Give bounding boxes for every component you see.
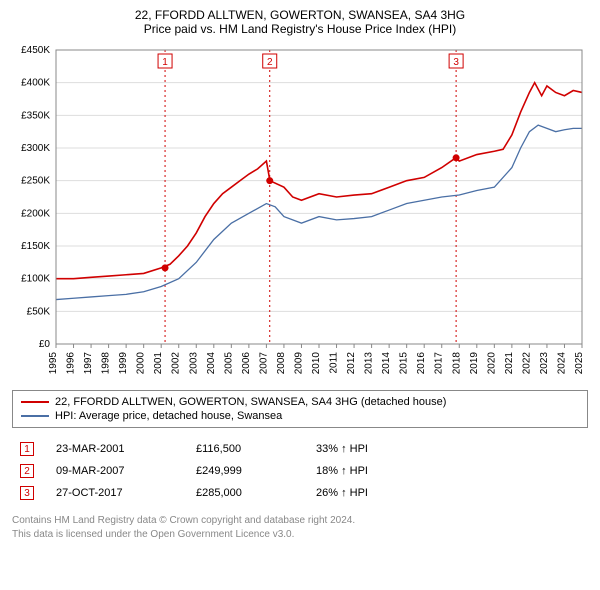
svg-text:2024: 2024 (556, 352, 567, 375)
transaction-price: £249,999 (196, 465, 316, 477)
svg-text:2008: 2008 (276, 352, 287, 375)
svg-text:£250K: £250K (21, 176, 50, 187)
svg-text:2020: 2020 (486, 352, 497, 375)
svg-text:£150K: £150K (21, 241, 50, 252)
svg-text:2004: 2004 (206, 352, 217, 375)
svg-text:2025: 2025 (574, 352, 585, 375)
transaction-marker: 2 (20, 464, 34, 478)
chart-area: £0 £50K £100K £150K £200K £250K £300K £350K £400… (12, 44, 588, 384)
svg-text:2022: 2022 (521, 352, 532, 375)
chart-title-line2: Price paid vs. HM Land Registry's House … (12, 22, 588, 36)
transactions-table: 1 23-MAR-2001 £116,500 33% ↑ HPI 2 09-MA… (12, 438, 588, 504)
transaction-marker: 1 (20, 442, 34, 456)
svg-text:2010: 2010 (311, 352, 322, 375)
transaction-delta: 33% ↑ HPI (316, 443, 416, 455)
svg-text:£300K: £300K (21, 143, 50, 154)
svg-text:2015: 2015 (399, 352, 410, 375)
legend-item: 22, FFORDD ALLTWEN, GOWERTON, SWANSEA, S… (21, 395, 579, 409)
svg-text:£100K: £100K (21, 274, 50, 285)
svg-text:2009: 2009 (293, 352, 304, 375)
transaction-date: 23-MAR-2001 (56, 443, 196, 455)
svg-text:1998: 1998 (101, 352, 112, 375)
attribution: Contains HM Land Registry data © Crown c… (12, 514, 588, 541)
svg-text:2017: 2017 (434, 352, 445, 375)
svg-text:1: 1 (162, 57, 168, 68)
transaction-delta: 26% ↑ HPI (316, 487, 416, 499)
svg-text:£200K: £200K (21, 208, 50, 219)
svg-text:2000: 2000 (136, 352, 147, 375)
legend-label: 22, FFORDD ALLTWEN, GOWERTON, SWANSEA, S… (55, 396, 446, 408)
svg-text:£450K: £450K (21, 45, 50, 56)
legend-label: HPI: Average price, detached house, Swan… (55, 410, 282, 422)
svg-text:2001: 2001 (153, 352, 164, 375)
transaction-row: 2 09-MAR-2007 £249,999 18% ↑ HPI (12, 460, 588, 482)
attribution-line: Contains HM Land Registry data © Crown c… (12, 514, 588, 528)
svg-text:2: 2 (267, 57, 273, 68)
svg-text:2013: 2013 (364, 352, 375, 375)
svg-text:£350K: £350K (21, 110, 50, 121)
transaction-delta: 18% ↑ HPI (316, 465, 416, 477)
attribution-line: This data is licensed under the Open Gov… (12, 528, 588, 542)
svg-text:2007: 2007 (258, 352, 269, 375)
svg-text:2014: 2014 (381, 352, 392, 375)
svg-text:1996: 1996 (66, 352, 77, 375)
transaction-date: 09-MAR-2007 (56, 465, 196, 477)
chart-title-line1: 22, FFORDD ALLTWEN, GOWERTON, SWANSEA, S… (12, 8, 588, 22)
svg-text:£50K: £50K (27, 306, 51, 317)
svg-text:1997: 1997 (83, 352, 94, 375)
svg-text:2023: 2023 (539, 352, 550, 375)
transaction-row: 1 23-MAR-2001 £116,500 33% ↑ HPI (12, 438, 588, 460)
svg-text:2012: 2012 (346, 352, 357, 375)
svg-text:2019: 2019 (469, 352, 480, 375)
transaction-date: 27-OCT-2017 (56, 487, 196, 499)
svg-text:2018: 2018 (451, 352, 462, 375)
transaction-row: 3 27-OCT-2017 £285,000 26% ↑ HPI (12, 482, 588, 504)
svg-text:£400K: £400K (21, 78, 50, 89)
line-chart: £0 £50K £100K £150K £200K £250K £300K £350K £400… (12, 44, 588, 384)
svg-text:2005: 2005 (223, 352, 234, 375)
svg-text:2021: 2021 (504, 352, 515, 375)
svg-text:£0: £0 (39, 339, 51, 350)
svg-text:2002: 2002 (171, 352, 182, 375)
svg-text:2016: 2016 (416, 352, 427, 375)
transaction-price: £285,000 (196, 487, 316, 499)
svg-text:1999: 1999 (118, 352, 129, 375)
legend-item: HPI: Average price, detached house, Swan… (21, 409, 579, 423)
transaction-price: £116,500 (196, 443, 316, 455)
svg-text:1995: 1995 (48, 352, 59, 375)
svg-text:3: 3 (453, 57, 459, 68)
legend-swatch (21, 401, 49, 403)
svg-text:2011: 2011 (329, 352, 340, 374)
svg-text:2006: 2006 (241, 352, 252, 375)
legend-swatch (21, 415, 49, 417)
chart-legend: 22, FFORDD ALLTWEN, GOWERTON, SWANSEA, S… (12, 390, 588, 428)
transaction-marker: 3 (20, 486, 34, 500)
svg-text:2003: 2003 (188, 352, 199, 375)
